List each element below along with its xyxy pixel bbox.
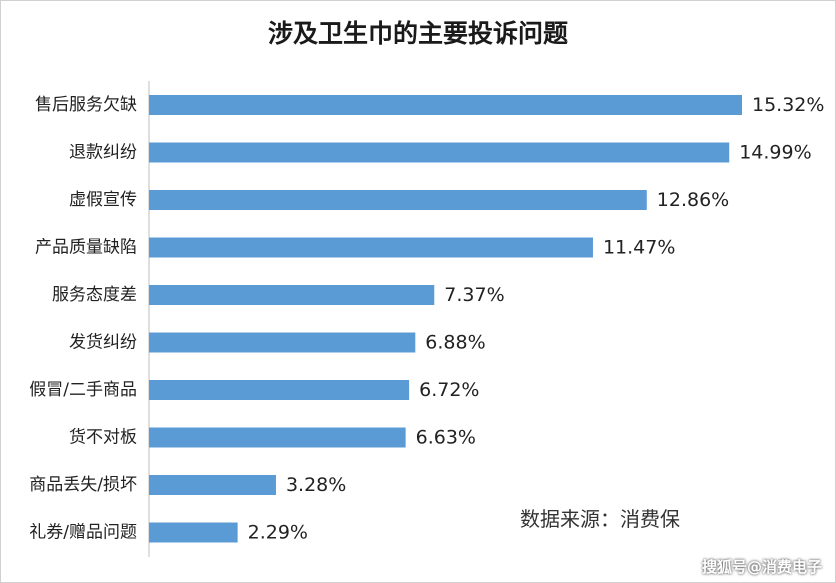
category-label: 产品质量缺陷 [35, 238, 137, 258]
value-label: 2.29% [248, 522, 308, 544]
bar [149, 190, 647, 210]
bar [149, 95, 742, 115]
category-label: 虚假宣传 [69, 190, 137, 210]
bar [149, 142, 730, 163]
category-label: 商品丢失/损坏 [29, 475, 137, 495]
chart-title: 涉及卫生巾的主要投诉问题 [267, 19, 568, 48]
value-label: 11.47% [603, 237, 675, 259]
category-label: 售后服务欠缺 [35, 95, 137, 115]
value-label: 6.72% [419, 379, 479, 401]
category-label: 退款纠纷 [69, 143, 137, 163]
bar [149, 285, 435, 305]
bar [149, 522, 238, 543]
bar [149, 475, 276, 495]
category-label: 服务态度差 [52, 285, 137, 305]
source-note: 数据来源：消费保 [520, 507, 680, 531]
value-label: 15.32% [752, 94, 824, 116]
category-label: 发货纠纷 [69, 333, 137, 353]
value-label: 14.99% [739, 142, 811, 164]
category-label: 假冒/二手商品 [29, 380, 137, 400]
value-label: 6.63% [416, 427, 476, 449]
value-label: 6.88% [425, 332, 485, 354]
bar [149, 332, 416, 353]
value-label: 12.86% [657, 189, 729, 211]
value-label: 3.28% [286, 474, 346, 496]
category-label: 货不对板 [69, 428, 137, 448]
bar [149, 427, 406, 448]
bar [149, 380, 410, 400]
watermark: 搜狐号@消费电子 [701, 558, 822, 576]
bar [149, 237, 593, 258]
category-label: 礼券/赠品问题 [29, 523, 137, 543]
value-label: 7.37% [444, 284, 504, 306]
